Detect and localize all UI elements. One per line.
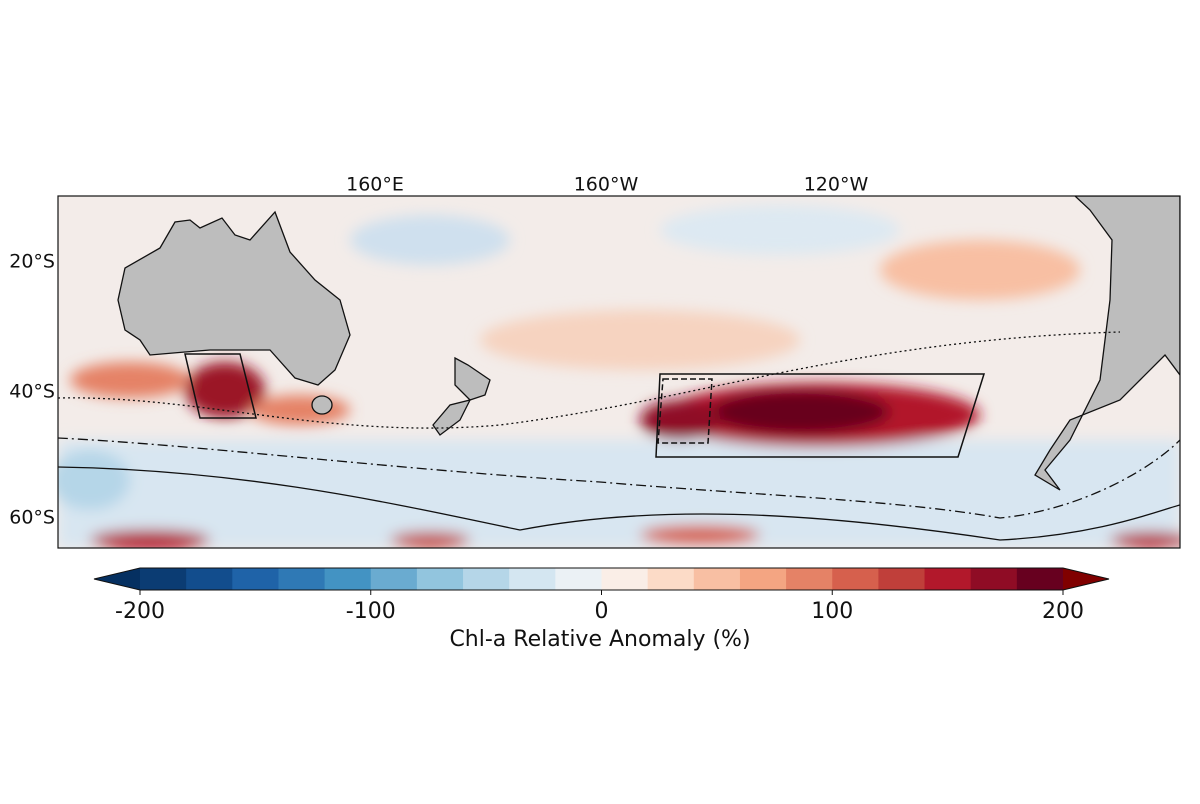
colorbar-tick-label: 200 [1042, 599, 1084, 624]
lat-label: 60°S [9, 507, 55, 529]
colorbar-label: Chl-a Relative Anomaly (%) [449, 627, 750, 652]
colorbar-bin [647, 568, 695, 590]
colorbar-bin [1016, 568, 1064, 590]
lon-label: 160°W [574, 174, 639, 196]
fronts [58, 331, 1180, 541]
colorbar-tick-label: -100 [346, 599, 396, 624]
colorbar-tick-label: 100 [811, 599, 853, 624]
lat-label: 40°S [9, 381, 55, 403]
colorbar-bin [924, 568, 972, 590]
colorbar-bin [463, 568, 510, 590]
colorbar-bin [324, 568, 372, 590]
colorbar-bin [370, 568, 418, 590]
colorbar-bin [786, 568, 833, 590]
colorbar-bin [278, 568, 326, 590]
land [117, 196, 1180, 491]
map [58, 196, 1180, 548]
anomaly-field [58, 205, 1180, 548]
colorbar-extend [1063, 568, 1109, 590]
colorbar-bin [739, 568, 787, 590]
colorbar-bin [186, 568, 233, 590]
colorbar-bin [693, 568, 741, 590]
colorbar-tick-label: 0 [595, 599, 609, 624]
colorbar-bin [232, 568, 279, 590]
colorbar: -200 -100 0 100 200 [93, 567, 1110, 624]
colorbar-bin [509, 568, 556, 590]
colorbar-bin [970, 568, 1018, 590]
colorbar-bin [601, 568, 649, 590]
study-boxes [184, 353, 986, 458]
lon-label: 120°W [804, 174, 869, 196]
lat-label: 20°S [9, 251, 55, 273]
colorbar-bin [878, 568, 926, 590]
colorbar-tick-label: -200 [115, 599, 165, 624]
colorbar-bin [555, 568, 602, 590]
colorbar-bin [140, 568, 187, 590]
map-frame [57, 195, 1181, 549]
lon-label: 160°E [346, 174, 404, 196]
colorbar-bin [832, 568, 879, 590]
colorbar-bin [416, 568, 464, 590]
colorbar-extend [94, 568, 140, 590]
